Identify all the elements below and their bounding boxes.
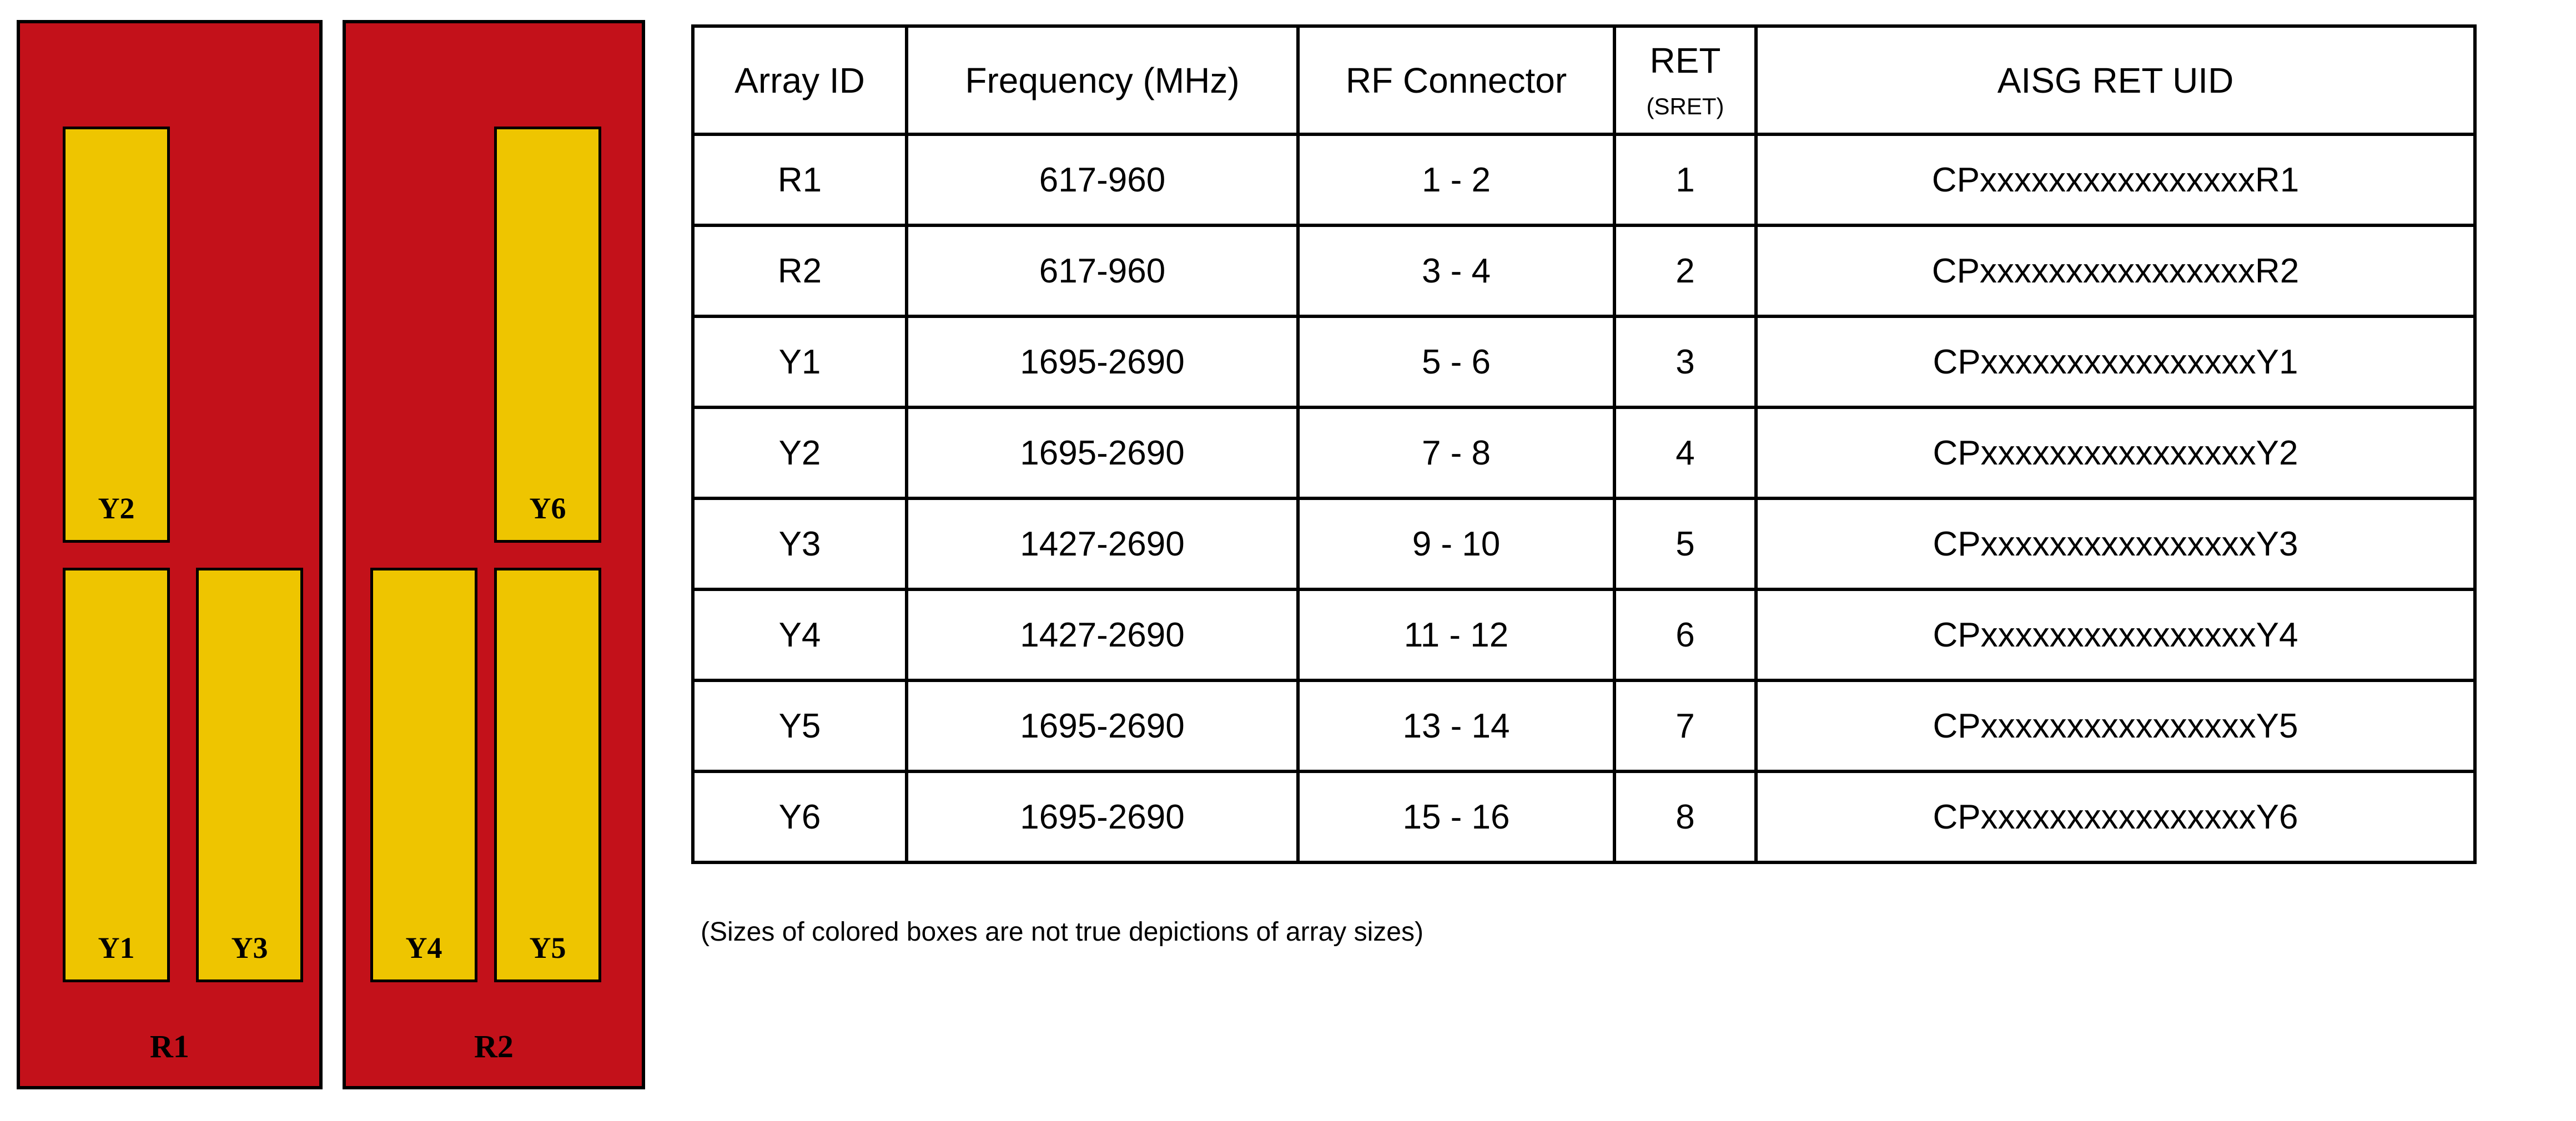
cell-array-id: Y4 <box>691 588 908 682</box>
col-header-ret: RET (SRET) <box>1613 24 1758 136</box>
cell-frequency: 1695-2690 <box>905 770 1300 864</box>
cell-rf-connector: 11 - 12 <box>1296 588 1616 682</box>
cell-uid: CPxxxxxxxxxxxxxxxxR1 <box>1754 133 2477 227</box>
ret-header-main: RET <box>1649 40 1721 80</box>
cell-ret: 4 <box>1613 406 1758 500</box>
cell-uid: CPxxxxxxxxxxxxxxxxR2 <box>1754 224 2477 318</box>
cell-frequency: 1427-2690 <box>905 588 1300 682</box>
table-row: Y2 1695-2690 7 - 8 4 CPxxxxxxxxxxxxxxxxY… <box>691 406 2477 500</box>
cell-frequency: 617-960 <box>905 133 1300 227</box>
array-box-y1: Y1 <box>63 568 170 982</box>
port-spec-table: Array ID Frequency (MHz) RF Connector RE… <box>691 24 2477 864</box>
table-row: Y6 1695-2690 15 - 16 8 CPxxxxxxxxxxxxxxx… <box>691 770 2477 864</box>
table-row: Y3 1427-2690 9 - 10 5 CPxxxxxxxxxxxxxxxx… <box>691 497 2477 591</box>
footnote: (Sizes of colored boxes are not true dep… <box>701 917 1423 947</box>
array-box-y5: Y5 <box>494 568 601 982</box>
array-box-label: Y1 <box>98 931 135 965</box>
table-row: R2 617-960 3 - 4 2 CPxxxxxxxxxxxxxxxxR2 <box>691 224 2477 318</box>
col-header-frequency: Frequency (MHz) <box>905 24 1300 136</box>
array-box-label: Y4 <box>405 931 442 965</box>
cell-frequency: 1695-2690 <box>905 679 1300 773</box>
cell-frequency: 1695-2690 <box>905 406 1300 500</box>
cell-array-id: Y6 <box>691 770 908 864</box>
col-header-uid: AISG RET UID <box>1754 24 2477 136</box>
cell-array-id: R1 <box>691 133 908 227</box>
table-row: Y1 1695-2690 5 - 6 3 CPxxxxxxxxxxxxxxxxY… <box>691 315 2477 409</box>
cell-ret: 3 <box>1613 315 1758 409</box>
array-box-y6: Y6 <box>494 127 601 543</box>
array-box-label: Y2 <box>98 492 135 525</box>
array-box-label: Y5 <box>529 931 566 965</box>
cell-rf-connector: 3 - 4 <box>1296 224 1616 318</box>
col-header-array-id: Array ID <box>691 24 908 136</box>
header-row: Array ID Frequency (MHz) RF Connector RE… <box>691 24 2477 136</box>
cell-ret: 6 <box>1613 588 1758 682</box>
ret-header-sub: (SRET) <box>1646 93 1724 119</box>
cell-uid: CPxxxxxxxxxxxxxxxxY2 <box>1754 406 2477 500</box>
cell-ret: 1 <box>1613 133 1758 227</box>
cell-uid: CPxxxxxxxxxxxxxxxxY5 <box>1754 679 2477 773</box>
array-box-y4: Y4 <box>370 568 477 982</box>
cell-array-id: Y3 <box>691 497 908 591</box>
cell-ret: 5 <box>1613 497 1758 591</box>
panel-label-r1: R1 <box>150 1028 189 1064</box>
cell-rf-connector: 13 - 14 <box>1296 679 1616 773</box>
cell-rf-connector: 15 - 16 <box>1296 770 1616 864</box>
col-header-rf-connector: RF Connector <box>1296 24 1616 136</box>
table-row: Y4 1427-2690 11 - 12 6 CPxxxxxxxxxxxxxxx… <box>691 588 2477 682</box>
table-row: Y5 1695-2690 13 - 14 7 CPxxxxxxxxxxxxxxx… <box>691 679 2477 773</box>
array-box-label: Y6 <box>529 492 566 525</box>
array-box-y3: Y3 <box>196 568 303 982</box>
cell-rf-connector: 9 - 10 <box>1296 497 1616 591</box>
table-row: R1 617-960 1 - 2 1 CPxxxxxxxxxxxxxxxxR1 <box>691 133 2477 227</box>
cell-array-id: Y5 <box>691 679 908 773</box>
cell-ret: 2 <box>1613 224 1758 318</box>
cell-frequency: 617-960 <box>905 224 1300 318</box>
panel-r2: Y6 Y4 Y5 R2 <box>343 20 645 1089</box>
cell-rf-connector: 5 - 6 <box>1296 315 1616 409</box>
panel-r1: Y2 Y1 Y3 R1 <box>17 20 323 1089</box>
cell-uid: CPxxxxxxxxxxxxxxxxY1 <box>1754 315 2477 409</box>
cell-ret: 7 <box>1613 679 1758 773</box>
array-box-label: Y3 <box>231 931 268 965</box>
panel-label-r2: R2 <box>474 1028 514 1064</box>
cell-ret: 8 <box>1613 770 1758 864</box>
cell-frequency: 1695-2690 <box>905 315 1300 409</box>
cell-array-id: Y2 <box>691 406 908 500</box>
array-box-y2: Y2 <box>63 127 170 543</box>
cell-rf-connector: 1 - 2 <box>1296 133 1616 227</box>
cell-uid: CPxxxxxxxxxxxxxxxxY4 <box>1754 588 2477 682</box>
cell-rf-connector: 7 - 8 <box>1296 406 1616 500</box>
cell-uid: CPxxxxxxxxxxxxxxxxY3 <box>1754 497 2477 591</box>
cell-uid: CPxxxxxxxxxxxxxxxxY6 <box>1754 770 2477 864</box>
cell-array-id: R2 <box>691 224 908 318</box>
cell-frequency: 1427-2690 <box>905 497 1300 591</box>
cell-array-id: Y1 <box>691 315 908 409</box>
